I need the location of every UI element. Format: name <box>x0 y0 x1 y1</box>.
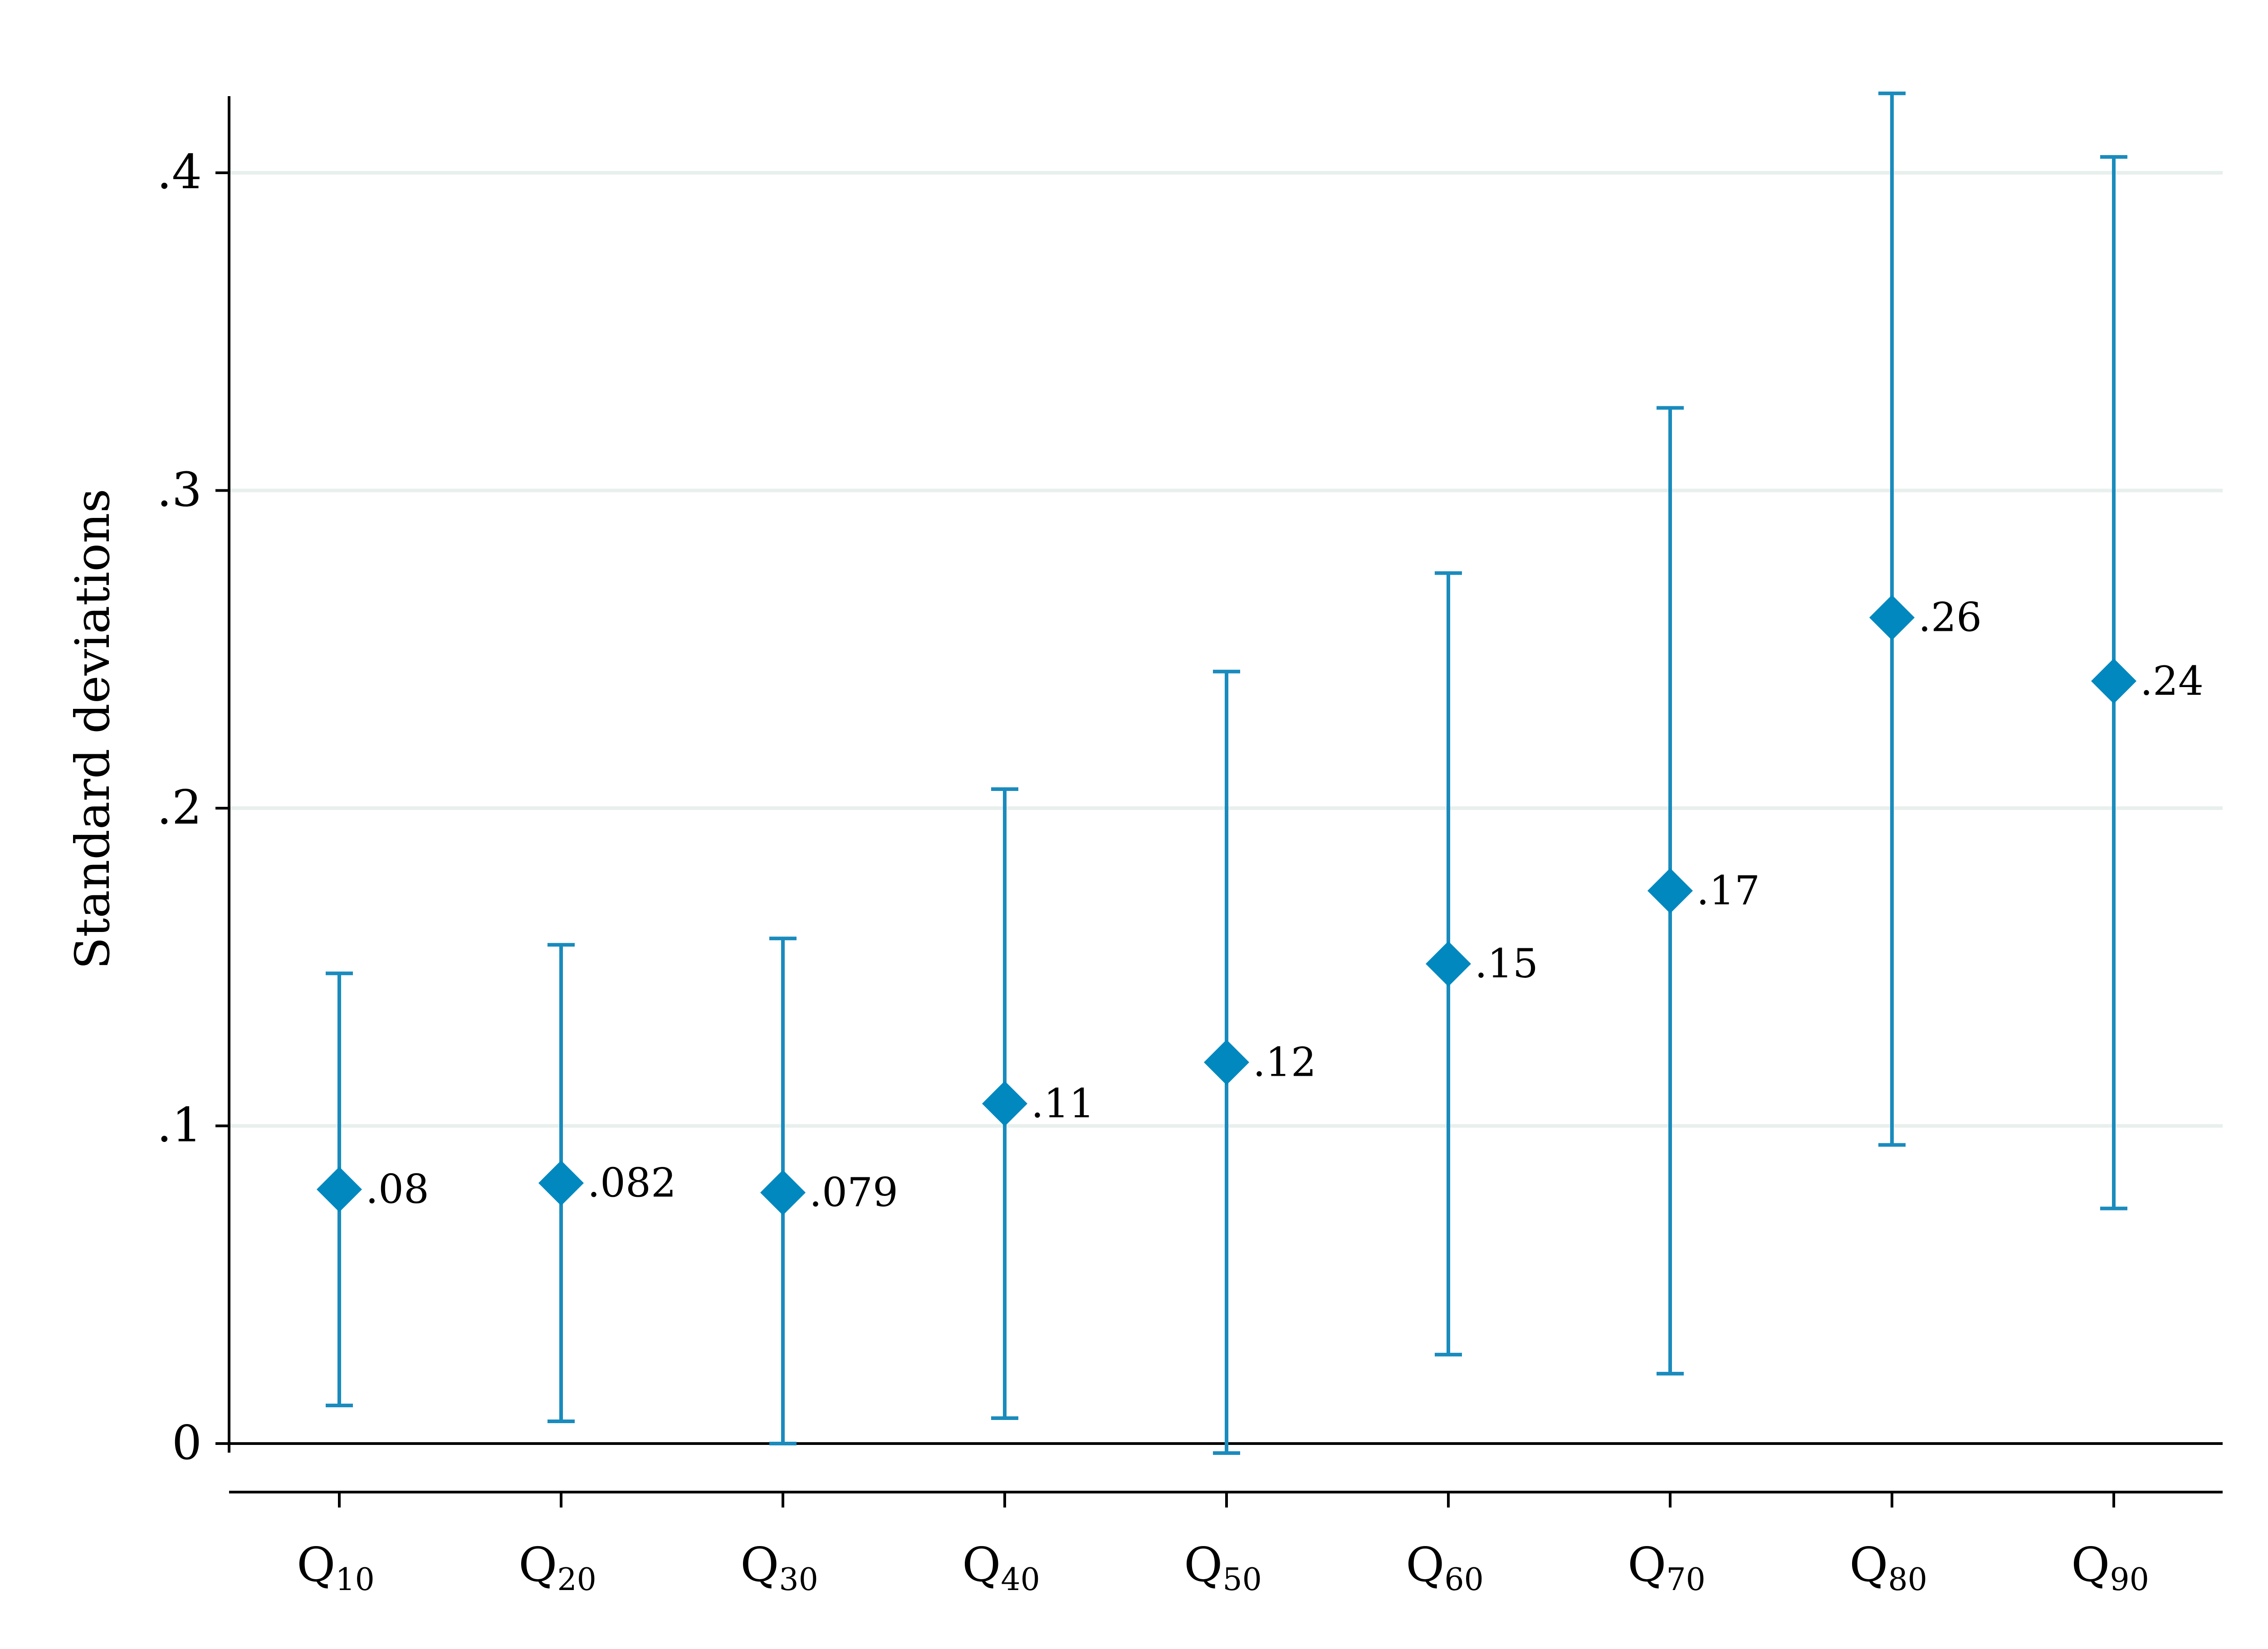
x-tick-label: Q20 <box>518 1537 596 1598</box>
point-marker <box>538 1160 584 1206</box>
point-marker <box>760 1170 806 1215</box>
data-label: .079 <box>809 1169 898 1216</box>
point-marker <box>1204 1039 1249 1085</box>
y-tick-label: .2 <box>157 780 202 835</box>
x-tick-label: Q90 <box>2071 1537 2149 1598</box>
y-tick-label: 0 <box>172 1415 202 1470</box>
x-tick-label: Q50 <box>1184 1537 1262 1598</box>
data-label: .15 <box>1475 940 1538 987</box>
x-tick-label: Q60 <box>1406 1537 1484 1598</box>
point-marker <box>982 1081 1027 1127</box>
point-marker <box>1426 941 1471 987</box>
x-tick-label: Q70 <box>1628 1537 1706 1598</box>
y-tick-label: .4 <box>157 144 202 200</box>
x-tick-label: Q10 <box>297 1537 375 1598</box>
data-label: .08 <box>366 1166 429 1213</box>
x-tick-label: Q80 <box>1849 1537 1927 1598</box>
error-bars <box>326 91 2127 1455</box>
data-labels: .08 .082 .079 .11 .12 .15 .17 .26 .24 <box>366 594 2204 1216</box>
point-markers <box>317 595 2136 1215</box>
data-label: .11 <box>1031 1080 1095 1127</box>
data-label: .17 <box>1696 867 1760 914</box>
point-marker <box>1869 595 1915 640</box>
point-marker <box>317 1166 362 1212</box>
x-axis: Q10 Q20 Q30 Q40 Q50 Q60 Q70 Q80 Q90 <box>229 1491 2223 1598</box>
y-tick-label: .1 <box>157 1098 202 1153</box>
point-marker <box>1647 868 1693 914</box>
y-axis-title: Standard deviations <box>65 488 120 969</box>
x-tick-label: Q40 <box>962 1537 1040 1598</box>
y-tick-label: .3 <box>157 462 202 517</box>
data-label: .082 <box>587 1160 676 1206</box>
data-label: .24 <box>2140 658 2204 704</box>
point-marker <box>2091 658 2136 704</box>
data-label: .26 <box>1918 594 1982 641</box>
y-axis: 0 .1 .2 .3 .4 <box>157 96 230 1470</box>
data-label: .12 <box>1253 1039 1316 1085</box>
x-tick-label: Q30 <box>740 1537 818 1598</box>
